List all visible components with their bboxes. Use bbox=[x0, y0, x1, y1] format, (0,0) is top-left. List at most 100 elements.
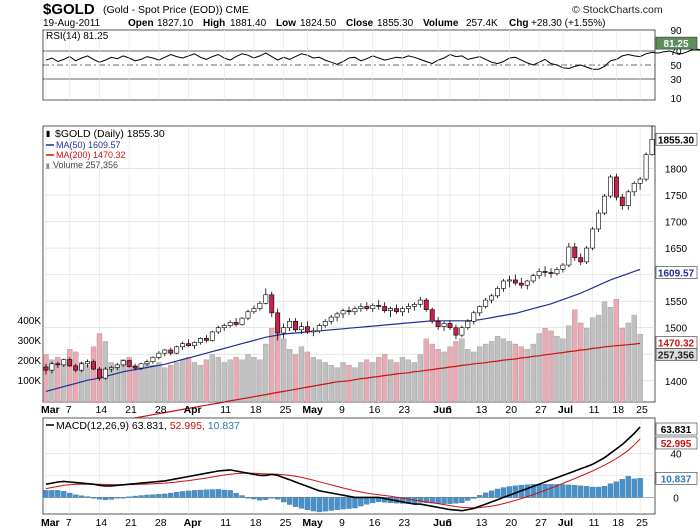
price-tick-label: 1550 bbox=[665, 297, 688, 308]
volume-bar bbox=[245, 354, 251, 403]
candle-body bbox=[453, 327, 459, 336]
volume-bar bbox=[387, 359, 394, 403]
volume-bar bbox=[512, 343, 519, 403]
price-legend: $GOLD (Daily) 1855.30 bbox=[55, 128, 165, 140]
macd-legend: MACD(12,26,9) 63.831, 52.995, 10.837 bbox=[56, 420, 240, 432]
macd-histogram-bar bbox=[584, 486, 590, 498]
macd-histogram-bar bbox=[292, 497, 299, 507]
rsi-line bbox=[45, 48, 700, 70]
volume-tick-label: 100K bbox=[18, 376, 42, 387]
macd-histogram-bar bbox=[322, 497, 328, 512]
x-axis-label-Apr: Apr bbox=[184, 404, 202, 416]
x-axis-label-7: 7 bbox=[66, 404, 72, 416]
macd-histogram-bar bbox=[316, 497, 322, 513]
candle-body bbox=[281, 327, 287, 334]
volume-bar bbox=[637, 334, 643, 403]
macd-histogram-bar bbox=[298, 497, 305, 509]
macd-histogram-bar bbox=[382, 497, 388, 503]
candle-body bbox=[73, 365, 79, 371]
candle-body bbox=[465, 321, 471, 328]
chart-header: $GOLD (Gold - Spot Price (EOD)) CME © St… bbox=[0, 0, 700, 30]
candle-body bbox=[245, 311, 251, 319]
volume-bar bbox=[233, 357, 239, 403]
candle-body bbox=[649, 138, 655, 155]
volume-bar bbox=[316, 359, 322, 403]
volume-bar bbox=[584, 328, 590, 403]
volume-bar bbox=[500, 338, 507, 403]
price-tick-label: 1650 bbox=[665, 244, 688, 255]
macd-histogram-bar bbox=[447, 497, 453, 504]
candle-body bbox=[138, 363, 144, 369]
price-current-tag-box bbox=[655, 132, 698, 146]
volume-bar bbox=[43, 354, 49, 403]
stockcharts-brand[interactable]: © StockCharts.com bbox=[572, 4, 663, 16]
candle-body bbox=[394, 308, 399, 313]
macd-histogram-bar bbox=[43, 490, 49, 498]
volume-bar bbox=[280, 338, 287, 403]
high-value: 1881.40 bbox=[230, 18, 267, 29]
volume-bar bbox=[429, 343, 435, 403]
volume-bar bbox=[494, 335, 501, 403]
candle-body bbox=[186, 343, 192, 347]
candle-body bbox=[471, 312, 477, 322]
macd-histogram-bar bbox=[55, 490, 61, 498]
volume-bar bbox=[364, 359, 370, 403]
candle-body bbox=[126, 360, 132, 367]
volume-bar bbox=[572, 309, 578, 403]
candle-body bbox=[328, 316, 334, 322]
volume-bar bbox=[292, 354, 299, 403]
candle-body bbox=[334, 313, 340, 318]
x-axis-label-bottom-20: 20 bbox=[505, 517, 517, 529]
candle-body bbox=[233, 322, 239, 325]
x-axis-label-bottom-May: May bbox=[302, 517, 323, 529]
x-axis-label-bottom-27: 27 bbox=[535, 517, 547, 529]
candle-body bbox=[79, 363, 85, 371]
rsi-tick-label: 10 bbox=[670, 94, 682, 105]
macd-histogram-bar bbox=[126, 496, 132, 498]
candle-body bbox=[501, 280, 506, 289]
rsi-tick-label: 50 bbox=[670, 61, 682, 72]
macd-histogram-bar bbox=[340, 497, 346, 510]
macd-histogram-bar bbox=[477, 495, 483, 498]
volume-bar bbox=[179, 359, 186, 403]
macd-histogram-bar bbox=[334, 497, 340, 510]
volume-bar bbox=[441, 351, 447, 403]
macd-histogram-bar bbox=[506, 486, 513, 498]
candle-body bbox=[299, 326, 304, 331]
x-axis-label-20: 20 bbox=[505, 404, 517, 416]
ma200-current-tag: 1470.32 bbox=[658, 338, 695, 349]
x-axis-label-bottom-Apr: Apr bbox=[184, 517, 202, 529]
macd-histogram-bar bbox=[364, 497, 370, 505]
volume-bar bbox=[257, 359, 263, 403]
macd-histogram-bar bbox=[453, 497, 459, 504]
volume-bar bbox=[197, 364, 204, 403]
macd-histogram-bar bbox=[304, 497, 311, 510]
volume-bar bbox=[55, 357, 61, 403]
macd-histogram-bar bbox=[286, 497, 293, 505]
volume-bar bbox=[524, 349, 530, 403]
macd-tick-label: 0 bbox=[673, 493, 679, 504]
candle-body bbox=[548, 272, 554, 274]
macd-histogram-bar bbox=[572, 485, 578, 498]
candle-body bbox=[506, 279, 512, 282]
candle-body bbox=[108, 367, 114, 370]
volume-bar bbox=[542, 328, 548, 403]
candle-body bbox=[209, 331, 215, 341]
macd-histogram-bar bbox=[631, 478, 637, 498]
volume-bar bbox=[477, 346, 483, 403]
candle-body bbox=[423, 299, 429, 310]
macd-histogram-bar bbox=[257, 497, 263, 501]
macd-histogram-bar bbox=[423, 497, 429, 503]
candle-body bbox=[120, 360, 126, 366]
volume-bar bbox=[322, 362, 328, 403]
candle-body bbox=[643, 154, 649, 180]
volume-bar bbox=[84, 364, 91, 403]
volume-bar bbox=[203, 359, 210, 403]
macd-histogram-bar bbox=[328, 497, 334, 511]
macd-histogram-bar bbox=[488, 490, 495, 498]
volume-bar bbox=[405, 359, 412, 403]
x-axis-label-11: 11 bbox=[220, 404, 231, 416]
candle-body bbox=[596, 212, 601, 230]
macd-histogram-bar bbox=[280, 497, 287, 503]
volume-bar bbox=[49, 359, 55, 403]
